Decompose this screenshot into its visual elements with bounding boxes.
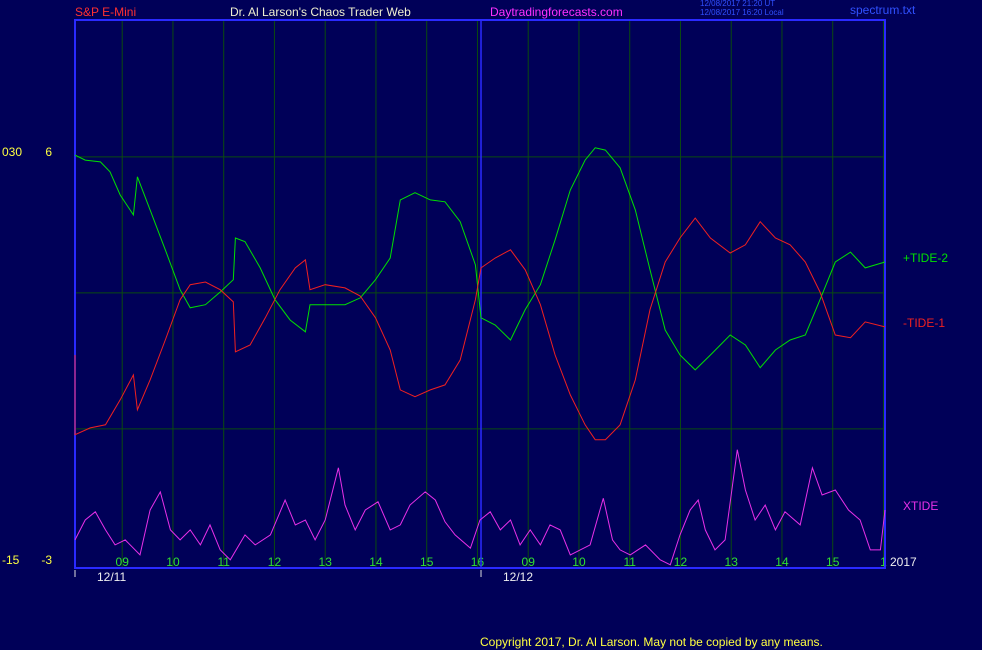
x-tick-label: 12 xyxy=(268,555,282,569)
x-tick-label: 13 xyxy=(319,555,333,569)
legend-entry: +TIDE-2 xyxy=(903,251,948,265)
series-line xyxy=(74,147,886,371)
x-tick-label: 09 xyxy=(522,555,536,569)
website: Daytradingforecasts.com xyxy=(490,5,623,19)
x-tick-label: 12 xyxy=(674,555,688,569)
x-tick-label: 10 xyxy=(166,555,180,569)
x-tick-label: 1 xyxy=(880,555,887,569)
year: 2017 xyxy=(890,555,917,569)
x-tick-label: 09 xyxy=(116,555,130,569)
series-line xyxy=(74,217,886,441)
timestamp: 12/08/2017 16:20 Local xyxy=(700,8,784,17)
legend-entry: -TIDE-1 xyxy=(903,316,945,330)
x-tick-label: 11 xyxy=(623,555,636,569)
plot-border xyxy=(74,19,886,569)
y2-tick-label: 030 xyxy=(2,145,22,159)
series-line xyxy=(74,449,886,566)
file-name: spectrum.txt xyxy=(850,3,916,17)
copyright: Copyright 2017, Dr. Al Larson. May not b… xyxy=(480,635,823,649)
x-tick-label: 14 xyxy=(369,555,383,569)
x-tick-label: 15 xyxy=(826,555,840,569)
date-label: 12/12 xyxy=(503,570,533,584)
x-tick-label: 13 xyxy=(725,555,739,569)
y2-tick-label: -15 xyxy=(2,553,20,567)
x-tick-label: 10 xyxy=(572,555,586,569)
x-tick-label: 14 xyxy=(775,555,789,569)
instrument: S&P E-Mini xyxy=(75,5,136,19)
legend-entry: XTIDE xyxy=(903,499,938,513)
y-tick-label: 6 xyxy=(45,145,52,159)
timestamp: 12/08/2017 21:20 UT xyxy=(700,0,775,8)
chart-title: Dr. Al Larson's Chaos Trader Web xyxy=(230,5,411,19)
y-tick-label: -3 xyxy=(41,553,52,567)
x-tick-label: 11 xyxy=(217,555,230,569)
x-tick-label: 15 xyxy=(420,555,434,569)
date-label: 12/11 xyxy=(97,570,126,584)
